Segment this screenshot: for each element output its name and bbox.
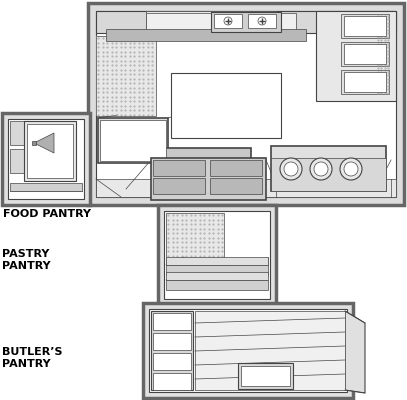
Bar (210, 160, 262, 176)
Bar (316, 11, 396, 101)
Bar (226, 13, 296, 31)
Bar (171, 73, 281, 138)
Bar (164, 211, 270, 299)
Bar (166, 265, 268, 275)
Bar (10, 149, 26, 173)
Bar (344, 72, 386, 92)
Bar (27, 124, 73, 178)
Bar (10, 121, 26, 145)
Bar (238, 363, 293, 389)
Bar (161, 148, 251, 188)
Bar (248, 14, 276, 28)
Circle shape (344, 162, 358, 176)
Bar (32, 141, 36, 145)
Bar (341, 70, 389, 94)
Circle shape (284, 162, 298, 176)
Bar (146, 11, 276, 33)
Bar (100, 120, 166, 161)
Bar (271, 146, 386, 191)
Bar (106, 29, 306, 41)
Bar (166, 213, 224, 265)
Text: BUTLER’S
PANTRY: BUTLER’S PANTRY (2, 347, 63, 369)
Bar (195, 311, 345, 390)
Bar (241, 366, 290, 386)
Bar (153, 373, 191, 390)
Bar (96, 36, 156, 116)
Bar (344, 16, 386, 36)
Bar (96, 36, 156, 116)
Bar (344, 44, 386, 64)
Bar (153, 333, 191, 350)
Bar (10, 183, 82, 191)
Bar (153, 313, 191, 330)
Bar (96, 179, 396, 197)
Bar (24, 121, 76, 181)
Bar (341, 42, 389, 66)
Bar (98, 118, 168, 163)
Circle shape (258, 17, 266, 25)
Bar (376, 14, 389, 94)
Circle shape (280, 158, 302, 180)
Bar (151, 311, 193, 390)
Bar (158, 205, 276, 305)
Circle shape (224, 17, 232, 25)
Bar (2, 113, 90, 205)
Bar (88, 3, 404, 205)
Text: FOOD PANTRY: FOOD PANTRY (3, 209, 91, 219)
Bar (210, 178, 262, 194)
Circle shape (310, 158, 332, 180)
Bar (96, 11, 396, 33)
Bar (143, 303, 353, 398)
Bar (153, 353, 191, 370)
Bar (146, 13, 216, 31)
Polygon shape (345, 311, 365, 393)
Bar (153, 160, 205, 176)
Bar (8, 119, 84, 199)
Bar (151, 158, 266, 200)
Bar (166, 257, 268, 265)
Bar (96, 11, 396, 197)
Bar (211, 12, 281, 32)
Bar (271, 158, 386, 191)
Circle shape (340, 158, 362, 180)
Polygon shape (34, 133, 54, 153)
Text: PASTRY
PANTRY: PASTRY PANTRY (2, 249, 50, 271)
Bar (166, 280, 268, 290)
Bar (149, 309, 347, 392)
Bar (153, 178, 205, 194)
Bar (166, 213, 224, 265)
Bar (341, 14, 389, 38)
Circle shape (314, 162, 328, 176)
Bar (214, 14, 242, 28)
Bar (166, 272, 268, 280)
